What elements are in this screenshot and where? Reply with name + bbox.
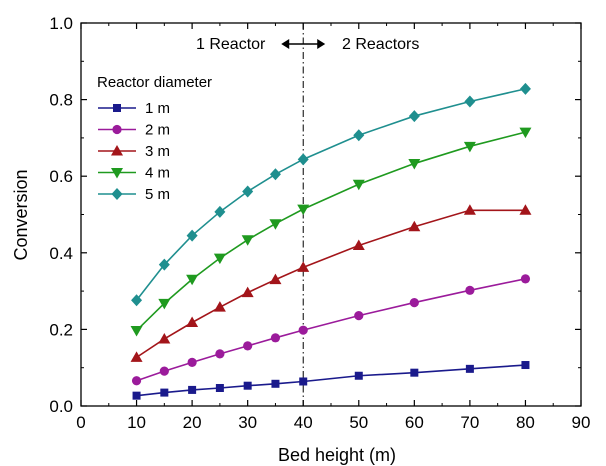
data-point bbox=[408, 159, 421, 170]
y-tick-label: 0.6 bbox=[49, 167, 73, 186]
legend-label: 5 m bbox=[145, 186, 170, 203]
data-point bbox=[297, 153, 309, 166]
data-point bbox=[520, 274, 531, 284]
x-tick-label: 60 bbox=[405, 413, 424, 432]
data-point bbox=[269, 168, 281, 181]
x-tick-label: 80 bbox=[516, 413, 535, 432]
data-point bbox=[215, 383, 224, 392]
arrow-left-icon bbox=[281, 39, 290, 49]
data-point bbox=[213, 253, 226, 265]
data-point bbox=[158, 298, 171, 310]
data-point bbox=[188, 385, 197, 394]
data-point bbox=[464, 95, 476, 108]
x-tick-label: 30 bbox=[238, 413, 257, 432]
x-tick-label: 10 bbox=[127, 413, 146, 432]
legend-marker bbox=[111, 145, 123, 156]
legend-title: Reactor diameter bbox=[97, 74, 212, 91]
data-point bbox=[243, 341, 253, 351]
data-point bbox=[214, 205, 226, 218]
data-point bbox=[297, 204, 310, 216]
legend-label: 3 m bbox=[145, 143, 170, 160]
data-point bbox=[215, 349, 225, 359]
data-point bbox=[519, 204, 532, 215]
series-line-5m bbox=[135, 88, 526, 301]
data-point bbox=[408, 220, 421, 232]
data-point bbox=[297, 261, 310, 272]
data-point bbox=[158, 332, 171, 344]
data-point bbox=[519, 82, 531, 95]
data-point bbox=[352, 179, 365, 191]
data-point bbox=[353, 129, 365, 142]
data-point bbox=[410, 368, 419, 377]
x-tick-label: 40 bbox=[294, 413, 313, 432]
data-point bbox=[270, 333, 281, 343]
data-point bbox=[463, 204, 476, 215]
data-point bbox=[465, 364, 474, 373]
data-point bbox=[299, 377, 308, 386]
x-tick-label: 20 bbox=[183, 413, 202, 432]
data-point bbox=[186, 229, 198, 242]
legend-marker bbox=[113, 104, 121, 112]
legend-marker bbox=[111, 168, 123, 179]
annotation-two-reactors: 2 Reactors bbox=[342, 36, 419, 53]
y-tick-label: 0.0 bbox=[49, 397, 73, 416]
data-point bbox=[243, 381, 252, 390]
data-point bbox=[186, 274, 199, 286]
legend-marker bbox=[112, 124, 122, 135]
data-point bbox=[298, 325, 308, 335]
data-point bbox=[241, 286, 254, 298]
data-point bbox=[241, 235, 254, 246]
data-point bbox=[354, 311, 364, 321]
data-point bbox=[465, 285, 475, 295]
legend-marker bbox=[111, 188, 123, 200]
legend-label: 2 m bbox=[145, 122, 170, 139]
x-tick-label: 50 bbox=[349, 413, 368, 432]
data-point bbox=[354, 371, 363, 380]
legend-label: 1 m bbox=[145, 100, 170, 117]
data-point bbox=[159, 366, 169, 376]
y-axis-title: Conversion bbox=[11, 169, 31, 260]
data-point bbox=[187, 357, 197, 367]
data-point bbox=[519, 127, 532, 139]
data-point bbox=[131, 376, 142, 386]
data-point bbox=[186, 316, 199, 328]
series-line-4m bbox=[135, 131, 526, 332]
data-point bbox=[269, 273, 282, 285]
y-tick-label: 1.0 bbox=[49, 14, 73, 33]
data-point bbox=[269, 219, 282, 230]
data-point bbox=[131, 294, 143, 307]
data-point bbox=[521, 361, 530, 370]
legend-label: 4 m bbox=[145, 165, 170, 182]
data-point bbox=[132, 391, 141, 400]
y-tick-label: 0.2 bbox=[49, 320, 73, 339]
y-tick-label: 0.4 bbox=[49, 244, 73, 263]
data-point bbox=[271, 379, 280, 388]
data-point bbox=[408, 110, 420, 123]
plot-layer: 0 10 20 30 40 50 60 70 80 90 0.0 0.2 0.4 0.6 0.8 1.0 1 m… bbox=[49, 14, 590, 432]
arrow-right-icon bbox=[317, 39, 326, 49]
data-point bbox=[242, 185, 254, 198]
data-point bbox=[213, 301, 226, 312]
data-point bbox=[158, 258, 170, 271]
annotation-one-reactor: 1 Reactor bbox=[196, 36, 266, 53]
data-point bbox=[130, 351, 143, 362]
data-point bbox=[409, 297, 419, 308]
data-point bbox=[463, 141, 476, 153]
x-tick-label: 70 bbox=[460, 413, 479, 432]
x-tick-label: 0 bbox=[76, 413, 85, 432]
data-point bbox=[160, 388, 169, 397]
x-axis-title: Bed height (m) bbox=[278, 445, 396, 465]
y-tick-label: 0.8 bbox=[49, 91, 73, 110]
x-tick-label: 90 bbox=[572, 413, 591, 432]
data-point bbox=[130, 326, 143, 337]
data-point bbox=[352, 239, 365, 251]
